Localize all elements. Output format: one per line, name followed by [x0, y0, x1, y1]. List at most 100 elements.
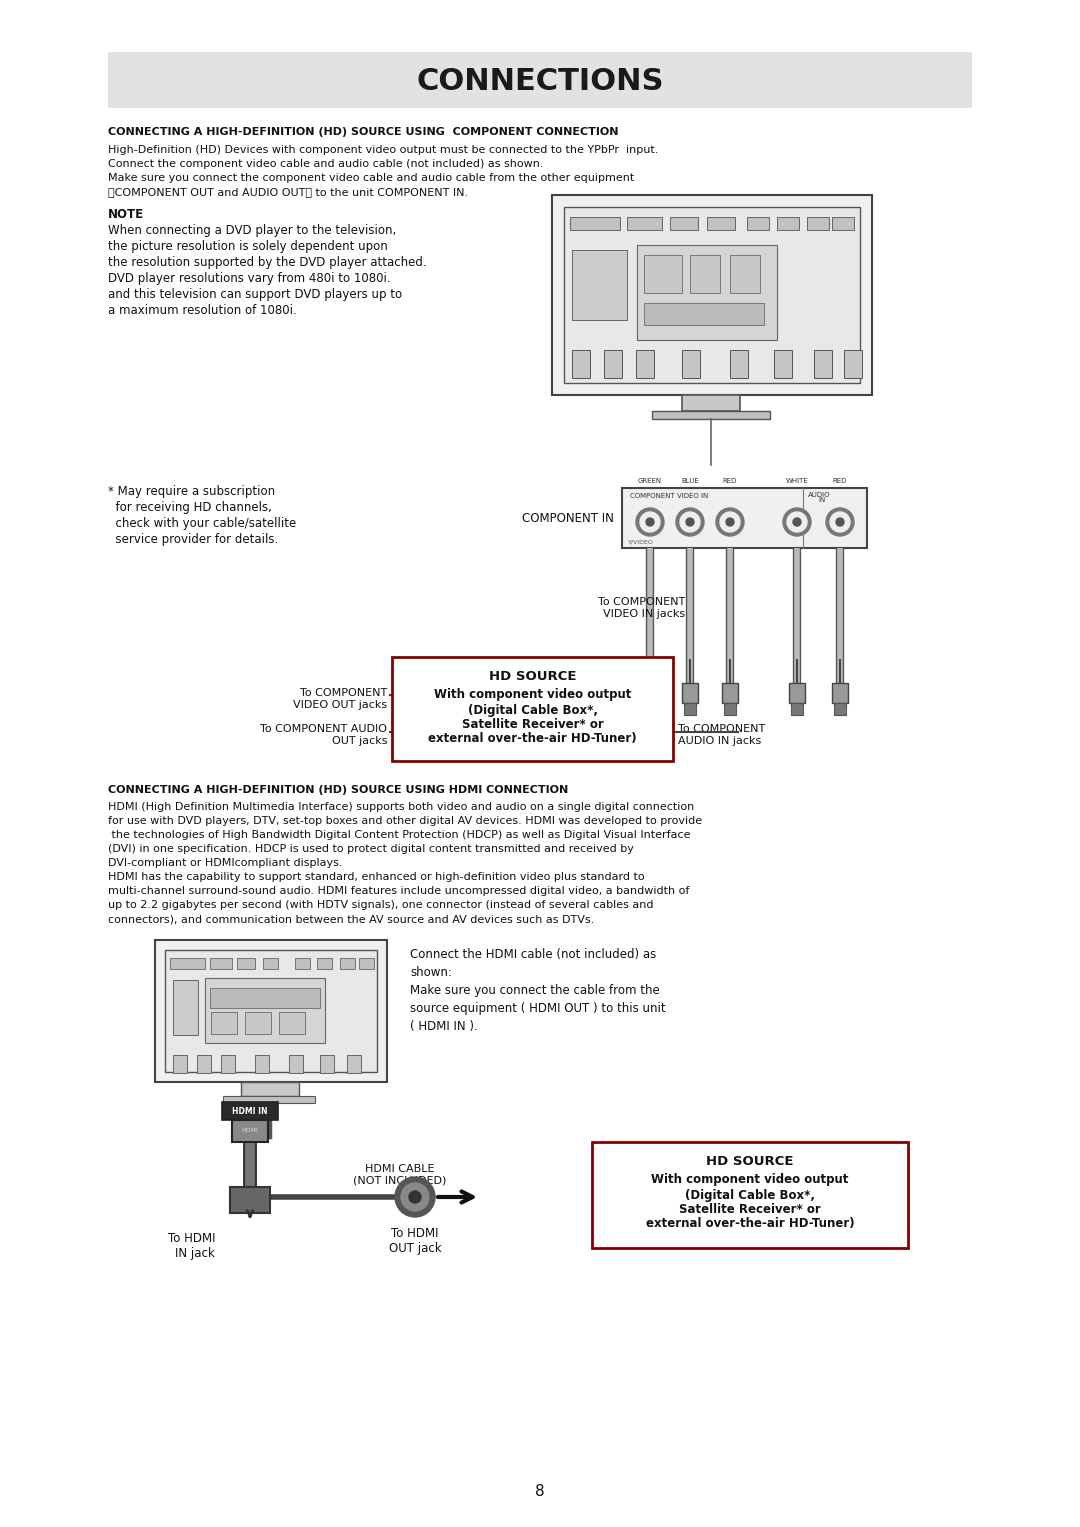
Text: Y/VIDEO: Y/VIDEO [627, 539, 653, 544]
Text: HDMI IN: HDMI IN [232, 1107, 268, 1116]
Text: check with your cable/satellite: check with your cable/satellite [108, 518, 296, 530]
Bar [222, 1096, 315, 1102]
Bar [730, 350, 748, 379]
Circle shape [395, 1177, 435, 1217]
Bar [237, 957, 255, 970]
Circle shape [716, 508, 744, 536]
Circle shape [636, 508, 664, 536]
Bar [690, 255, 720, 293]
Text: HDMI CABLE
(NOT INCLUDED): HDMI CABLE (NOT INCLUDED) [353, 1164, 447, 1185]
Circle shape [401, 1183, 429, 1211]
Circle shape [720, 512, 740, 531]
Text: DVI-compliant or HDMIcompliant displays.: DVI-compliant or HDMIcompliant displays. [108, 858, 342, 867]
Text: external over-the-air HD-Tuner): external over-the-air HD-Tuner) [646, 1217, 854, 1231]
Bar [789, 683, 805, 702]
Text: shown:: shown: [410, 967, 451, 979]
Text: (Digital Cable Box*,: (Digital Cable Box*, [468, 704, 597, 718]
Text: 8: 8 [536, 1484, 544, 1500]
Circle shape [783, 508, 811, 536]
Bar [791, 702, 804, 715]
Text: GREEN: GREEN [638, 478, 662, 484]
Bar [644, 255, 681, 293]
Text: With component video output: With component video output [434, 689, 631, 701]
Text: With component video output: With component video output [651, 1173, 849, 1186]
Bar [636, 350, 654, 379]
FancyBboxPatch shape [392, 657, 673, 760]
Circle shape [646, 518, 654, 525]
Bar [264, 957, 278, 970]
Bar [843, 350, 862, 379]
Bar [279, 1012, 305, 1034]
Circle shape [787, 512, 807, 531]
Text: Connect the HDMI cable (not included) as: Connect the HDMI cable (not included) as [410, 948, 657, 960]
Text: High-Definition (HD) Devices with component video output must be connected to th: High-Definition (HD) Devices with compon… [108, 145, 659, 156]
Text: HDMI: HDMI [242, 1128, 258, 1133]
Text: the picture resolution is solely dependent upon: the picture resolution is solely depende… [108, 240, 388, 253]
Bar [681, 683, 698, 702]
Bar [359, 957, 374, 970]
Bar [747, 217, 769, 231]
Text: * May require a subscription: * May require a subscription [108, 486, 275, 498]
Circle shape [836, 518, 843, 525]
Text: external over-the-air HD-Tuner): external over-the-air HD-Tuner) [428, 731, 637, 745]
Bar [707, 217, 735, 231]
Text: HDMI has the capability to support standard, enhanced or high-definition video p: HDMI has the capability to support stand… [108, 872, 645, 883]
Bar [834, 702, 846, 715]
Text: To HDMI
OUT jack: To HDMI OUT jack [389, 1228, 442, 1255]
Bar [684, 702, 696, 715]
Bar [572, 350, 590, 379]
Text: (DVI) in one specification. HDCP is used to protect digital content transmitted : (DVI) in one specification. HDCP is used… [108, 844, 634, 854]
Text: up to 2.2 gigabytes per second (with HDTV signals), one connector (instead of se: up to 2.2 gigabytes per second (with HDT… [108, 899, 653, 910]
Text: for use with DVD players, DTV, set-top boxes and other digital AV devices. HDMI : for use with DVD players, DTV, set-top b… [108, 815, 702, 826]
Text: connectors), and communication between the AV source and AV devices such as DTVs: connectors), and communication between t… [108, 915, 594, 924]
Text: CONNECTIONS: CONNECTIONS [416, 67, 664, 96]
Bar [108, 52, 972, 108]
Text: Satellite Receiver* or: Satellite Receiver* or [461, 718, 604, 731]
Text: To COMPONENT AUDIO
OUT jacks: To COMPONENT AUDIO OUT jacks [260, 724, 387, 745]
Text: service provider for details.: service provider for details. [108, 533, 279, 547]
Bar [210, 988, 320, 1008]
Circle shape [676, 508, 704, 536]
Text: multi-channel surround-sound audio. HDMI features include uncompressed digital v: multi-channel surround-sound audio. HDMI… [108, 886, 689, 896]
Bar [230, 1186, 270, 1212]
Bar [832, 683, 848, 702]
Text: WHITE: WHITE [785, 478, 808, 484]
Circle shape [686, 518, 694, 525]
Circle shape [640, 512, 660, 531]
Text: Make sure you connect the component video cable and audio cable from the other e: Make sure you connect the component vide… [108, 173, 634, 183]
Text: NOTE: NOTE [108, 208, 144, 221]
FancyBboxPatch shape [592, 1142, 908, 1248]
Text: RED: RED [833, 478, 847, 484]
Bar [318, 957, 332, 970]
Text: Satellite Receiver* or: Satellite Receiver* or [679, 1203, 821, 1215]
Bar [572, 250, 627, 321]
Text: IN: IN [818, 496, 825, 502]
Text: HD SOURCE: HD SOURCE [706, 1154, 794, 1168]
Bar [170, 957, 205, 970]
Bar [156, 941, 387, 1083]
Text: ( HDMI IN ).: ( HDMI IN ). [410, 1020, 477, 1032]
Text: （COMPONENT OUT and AUDIO OUT） to the unit COMPONENT IN.: （COMPONENT OUT and AUDIO OUT） to the uni… [108, 186, 468, 197]
Bar [197, 1055, 211, 1073]
Bar [637, 244, 777, 341]
Circle shape [680, 512, 700, 531]
Bar [245, 1012, 271, 1034]
Circle shape [726, 518, 734, 525]
Text: To HDMI
IN jack: To HDMI IN jack [167, 1232, 215, 1260]
Text: DVD player resolutions vary from 480i to 1080i.: DVD player resolutions vary from 480i to… [108, 272, 391, 286]
Text: source equipment ( HDMI OUT ) to this unit: source equipment ( HDMI OUT ) to this un… [410, 1002, 665, 1015]
Text: the resolution supported by the DVD player attached.: the resolution supported by the DVD play… [108, 257, 427, 269]
Bar [210, 957, 232, 970]
Bar [681, 395, 740, 411]
Bar [205, 977, 325, 1043]
Bar [774, 350, 792, 379]
Bar [564, 208, 860, 383]
Bar [670, 217, 698, 231]
Text: RED: RED [723, 478, 738, 484]
Bar [320, 1055, 334, 1073]
Text: When connecting a DVD player to the television,: When connecting a DVD player to the tele… [108, 224, 396, 237]
Text: for receiving HD channels,: for receiving HD channels, [108, 501, 272, 515]
Text: COMPONENT IN: COMPONENT IN [522, 512, 615, 524]
Text: the technologies of High Bandwidth Digital Content Protection (HDCP) as well as : the technologies of High Bandwidth Digit… [108, 831, 690, 840]
Bar [622, 489, 867, 548]
